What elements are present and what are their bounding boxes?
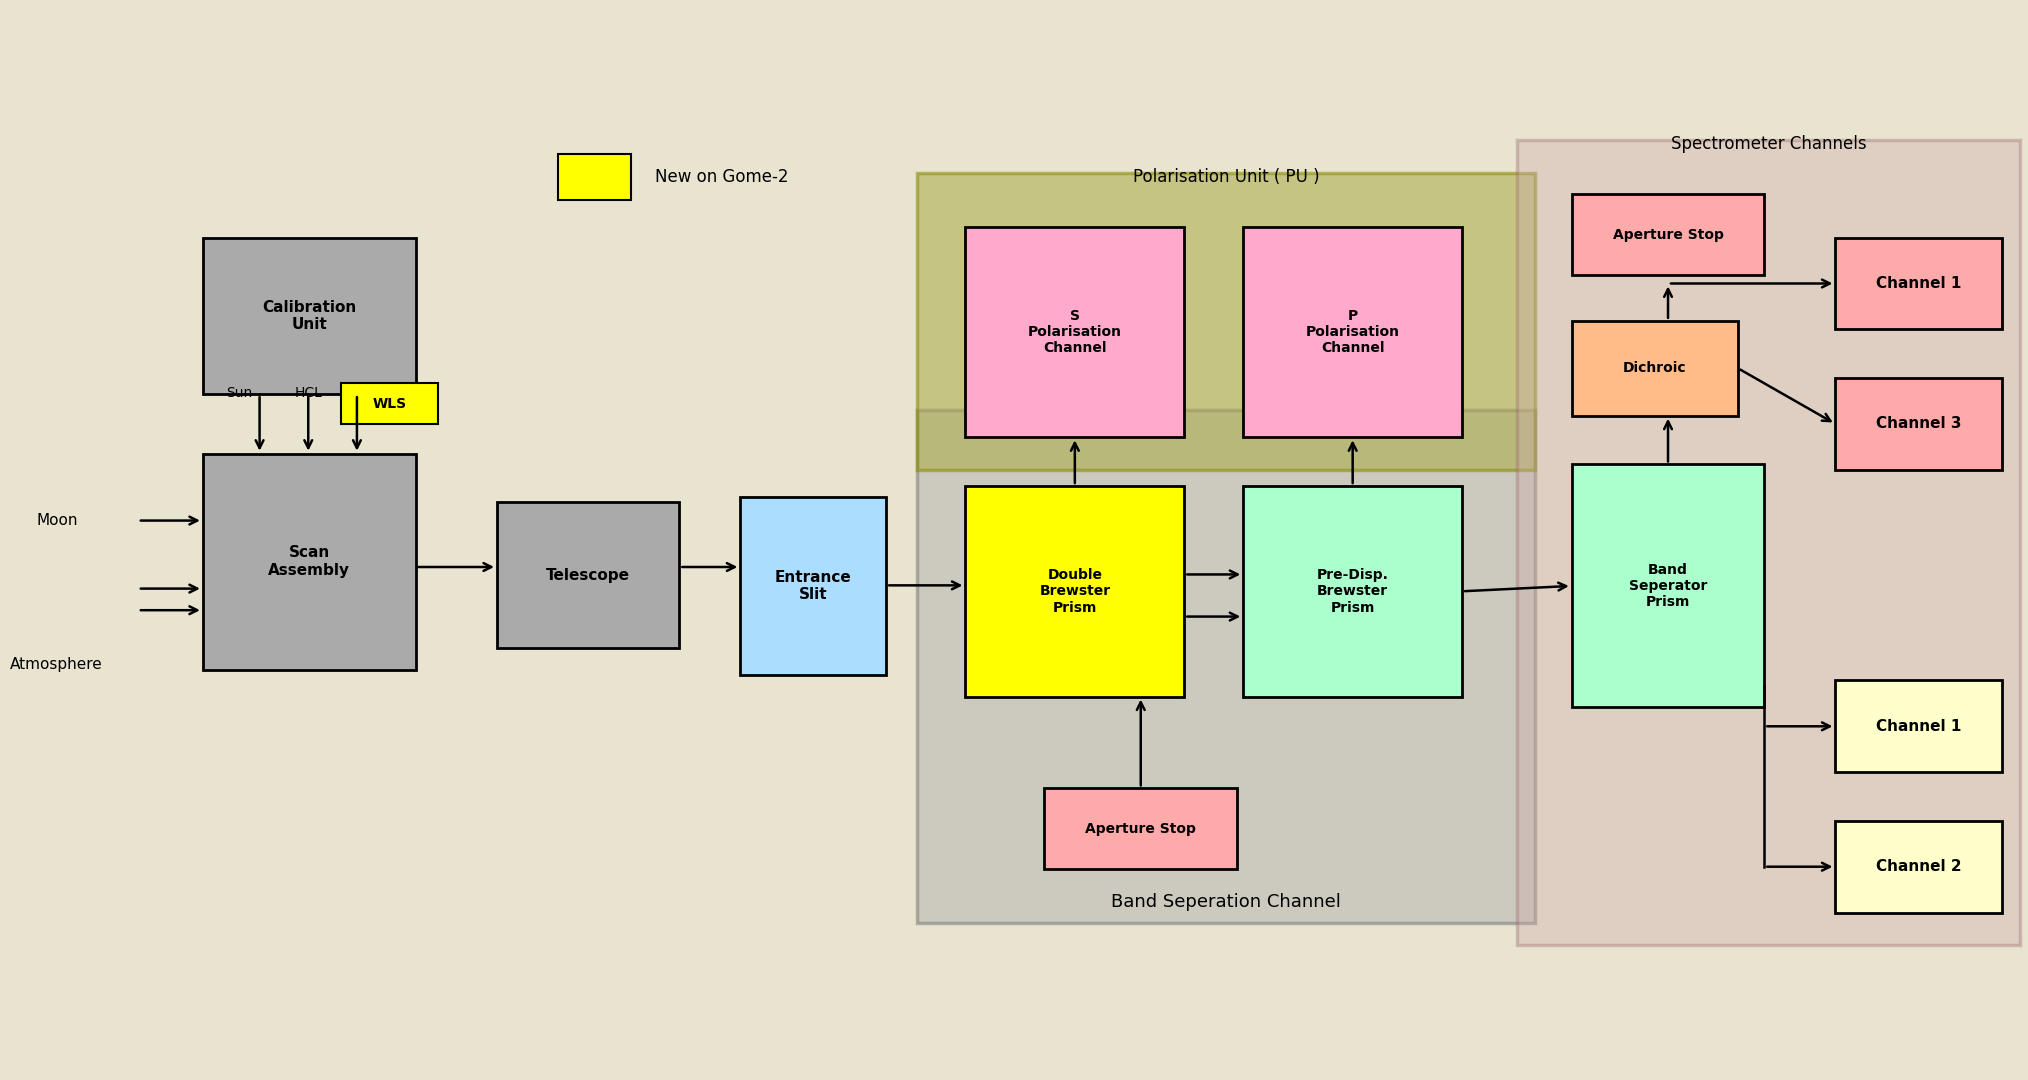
Text: HCL: HCL	[294, 386, 322, 400]
Text: Channel 2: Channel 2	[1876, 860, 1961, 874]
FancyBboxPatch shape	[1243, 227, 1462, 437]
FancyBboxPatch shape	[1572, 194, 1764, 275]
Text: S
Polarisation
Channel: S Polarisation Channel	[1028, 309, 1121, 355]
FancyBboxPatch shape	[1835, 238, 2002, 329]
Text: Aperture Stop: Aperture Stop	[1612, 228, 1724, 242]
Text: Aperture Stop: Aperture Stop	[1085, 822, 1197, 836]
FancyBboxPatch shape	[1835, 821, 2002, 913]
Text: Band
Seperator
Prism: Band Seperator Prism	[1628, 563, 1708, 609]
FancyBboxPatch shape	[203, 238, 416, 394]
FancyBboxPatch shape	[558, 154, 631, 200]
Text: Entrance
Slit: Entrance Slit	[775, 570, 852, 602]
FancyBboxPatch shape	[1243, 486, 1462, 697]
FancyBboxPatch shape	[965, 227, 1184, 437]
Text: Polarisation Unit ( PU ): Polarisation Unit ( PU )	[1132, 167, 1320, 186]
Text: Channel 1: Channel 1	[1876, 719, 1961, 733]
FancyBboxPatch shape	[1572, 464, 1764, 707]
Text: Channel 1: Channel 1	[1876, 276, 1961, 291]
Text: Atmosphere: Atmosphere	[10, 657, 103, 672]
FancyBboxPatch shape	[965, 486, 1184, 697]
FancyBboxPatch shape	[1835, 680, 2002, 772]
Text: Calibration
Unit: Calibration Unit	[262, 299, 357, 333]
Text: WLS: WLS	[373, 397, 406, 410]
FancyBboxPatch shape	[917, 410, 1535, 923]
FancyBboxPatch shape	[1835, 378, 2002, 470]
Text: Band Seperation Channel: Band Seperation Channel	[1111, 893, 1341, 912]
FancyBboxPatch shape	[1517, 140, 2020, 945]
Text: New on Gome-2: New on Gome-2	[655, 168, 789, 186]
FancyBboxPatch shape	[1572, 321, 1738, 416]
Text: Telescope: Telescope	[546, 568, 631, 582]
Text: Scan
Assembly: Scan Assembly	[268, 545, 351, 578]
Text: Pre-Disp.
Brewster
Prism: Pre-Disp. Brewster Prism	[1316, 568, 1389, 615]
Text: Dichroic: Dichroic	[1622, 362, 1687, 375]
FancyBboxPatch shape	[917, 173, 1535, 470]
FancyBboxPatch shape	[1044, 788, 1237, 869]
Text: P
Polarisation
Channel: P Polarisation Channel	[1306, 309, 1399, 355]
Text: Channel 3: Channel 3	[1876, 417, 1961, 431]
FancyBboxPatch shape	[341, 383, 438, 424]
Text: Moon: Moon	[37, 513, 77, 528]
Text: Spectrometer Channels: Spectrometer Channels	[1671, 135, 1866, 153]
FancyBboxPatch shape	[203, 454, 416, 670]
Text: Double
Brewster
Prism: Double Brewster Prism	[1038, 568, 1111, 615]
FancyBboxPatch shape	[740, 497, 886, 675]
FancyBboxPatch shape	[497, 502, 679, 648]
Text: Sun: Sun	[227, 386, 251, 400]
